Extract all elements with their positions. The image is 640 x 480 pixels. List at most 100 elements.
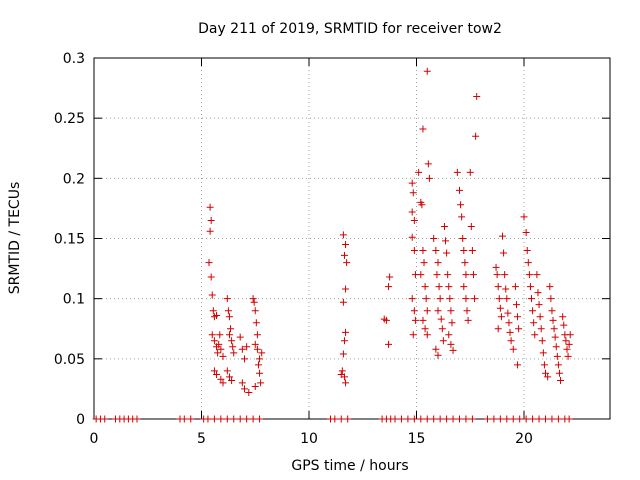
data-point <box>408 295 416 303</box>
data-point <box>504 309 512 317</box>
data-point <box>466 168 474 176</box>
data-point <box>435 283 443 291</box>
x-tick-label: 15 <box>408 431 426 447</box>
data-point <box>227 325 235 333</box>
y-tick-label: 0.05 <box>54 352 85 368</box>
data-point <box>236 415 244 423</box>
data-point <box>241 355 248 363</box>
data-point <box>408 179 416 187</box>
data-point <box>460 247 468 255</box>
data-point <box>257 379 265 387</box>
x-axis-label: GPS time / hours <box>291 458 408 474</box>
data-point <box>468 415 476 423</box>
data-point <box>554 361 562 369</box>
grid-lines <box>94 58 610 419</box>
data-point <box>410 216 418 224</box>
data-point <box>509 415 517 423</box>
y-tick-label: 0.25 <box>54 111 85 127</box>
data-point <box>256 415 264 423</box>
data-point <box>555 369 563 377</box>
y-tick-label: 0.2 <box>63 171 85 187</box>
data-point <box>526 283 534 291</box>
data-point <box>443 249 451 257</box>
data-point <box>493 271 501 279</box>
data-point <box>446 295 454 303</box>
data-point <box>408 208 416 216</box>
data-point <box>443 415 451 423</box>
data-point <box>552 343 560 351</box>
data-point <box>492 263 500 271</box>
data-point <box>432 247 440 255</box>
data-point <box>206 227 214 235</box>
data-point <box>539 349 547 357</box>
data-point <box>453 168 461 176</box>
x-tick-label: 20 <box>515 431 533 447</box>
data-point <box>408 233 416 241</box>
data-point <box>445 283 453 291</box>
data-point <box>565 340 573 348</box>
data-point <box>386 273 394 281</box>
data-point <box>417 271 425 279</box>
data-point <box>409 189 417 197</box>
data-point <box>238 379 246 387</box>
data-point <box>566 331 574 339</box>
data-point <box>444 271 452 279</box>
data-point <box>210 337 218 345</box>
data-point <box>530 319 538 327</box>
data-point <box>417 415 425 423</box>
data-point <box>495 295 503 303</box>
data-point <box>419 316 427 324</box>
x-tick-label: 10 <box>300 431 318 447</box>
data-point <box>101 415 109 423</box>
data-point <box>462 295 470 303</box>
data-point <box>559 313 567 321</box>
plot-frame <box>93 57 611 420</box>
data-point <box>208 291 216 299</box>
data-point <box>423 307 431 315</box>
data-point <box>537 325 545 333</box>
data-point <box>425 174 433 182</box>
data-point <box>499 232 506 240</box>
data-points <box>92 67 574 423</box>
data-point <box>461 259 469 267</box>
data-point <box>469 271 477 279</box>
data-point <box>421 283 429 291</box>
data-point <box>208 331 216 339</box>
data-point <box>228 337 236 345</box>
data-point <box>459 235 467 242</box>
data-point <box>514 313 522 321</box>
axis-ticks <box>93 57 610 420</box>
data-point <box>223 367 231 375</box>
data-point <box>187 415 195 423</box>
data-point <box>251 340 259 348</box>
data-point <box>472 132 480 140</box>
data-point <box>229 343 237 351</box>
data-point <box>456 186 463 194</box>
data-point <box>223 415 231 423</box>
data-point <box>462 415 470 423</box>
data-point <box>467 222 475 230</box>
data-point <box>249 295 257 303</box>
data-point <box>551 333 559 341</box>
data-point <box>564 352 572 360</box>
data-point <box>463 307 471 315</box>
data-point <box>236 333 244 341</box>
data-point <box>342 285 350 293</box>
data-point <box>538 337 546 345</box>
data-point <box>490 415 498 423</box>
data-point <box>385 283 393 291</box>
data-point <box>243 415 251 423</box>
data-point <box>423 415 431 423</box>
data-point <box>496 304 504 312</box>
data-point <box>410 415 418 423</box>
data-point <box>245 389 253 397</box>
data-point <box>436 415 444 423</box>
data-point <box>410 247 418 255</box>
data-point <box>534 289 542 297</box>
data-point <box>501 271 509 279</box>
data-point <box>205 259 213 267</box>
data-point <box>258 349 266 357</box>
data-point <box>520 213 528 221</box>
data-point <box>419 125 427 133</box>
